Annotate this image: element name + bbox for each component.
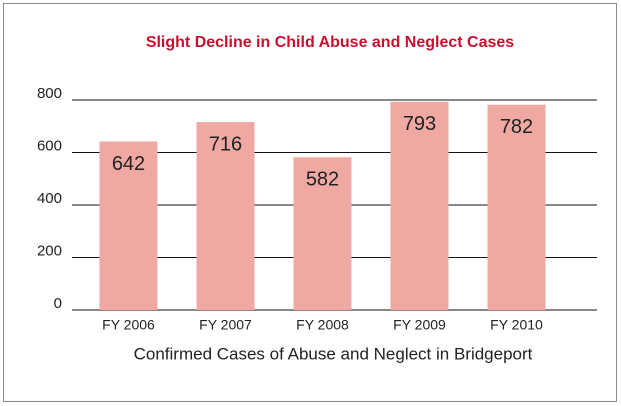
x-tick-label: FY 2008	[296, 317, 349, 333]
x-tick-label: FY 2010	[490, 317, 543, 333]
chart-title: Slight Decline in Child Abuse and Neglec…	[146, 34, 514, 51]
bar	[390, 101, 449, 311]
data-label: 793	[403, 113, 436, 135]
data-label: 642	[112, 153, 145, 175]
y-tick-label: 200	[37, 242, 62, 259]
bar	[99, 141, 158, 310]
bar	[196, 122, 255, 310]
bar	[293, 157, 352, 310]
y-tick-label: 0	[54, 295, 62, 312]
x-tick-label: FY 2007	[199, 317, 252, 333]
data-label: 716	[209, 133, 242, 155]
y-tick-label: 800	[37, 85, 62, 102]
data-label: 582	[306, 169, 339, 191]
x-tick-label: FY 2009	[393, 317, 446, 333]
x-axis-title: Confirmed Cases of Abuse and Neglect in …	[134, 344, 533, 363]
data-label: 782	[500, 116, 533, 138]
bar	[487, 104, 546, 310]
x-tick-label: FY 2006	[102, 317, 155, 333]
y-tick-label: 600	[37, 137, 62, 154]
y-tick-label: 400	[37, 190, 62, 207]
